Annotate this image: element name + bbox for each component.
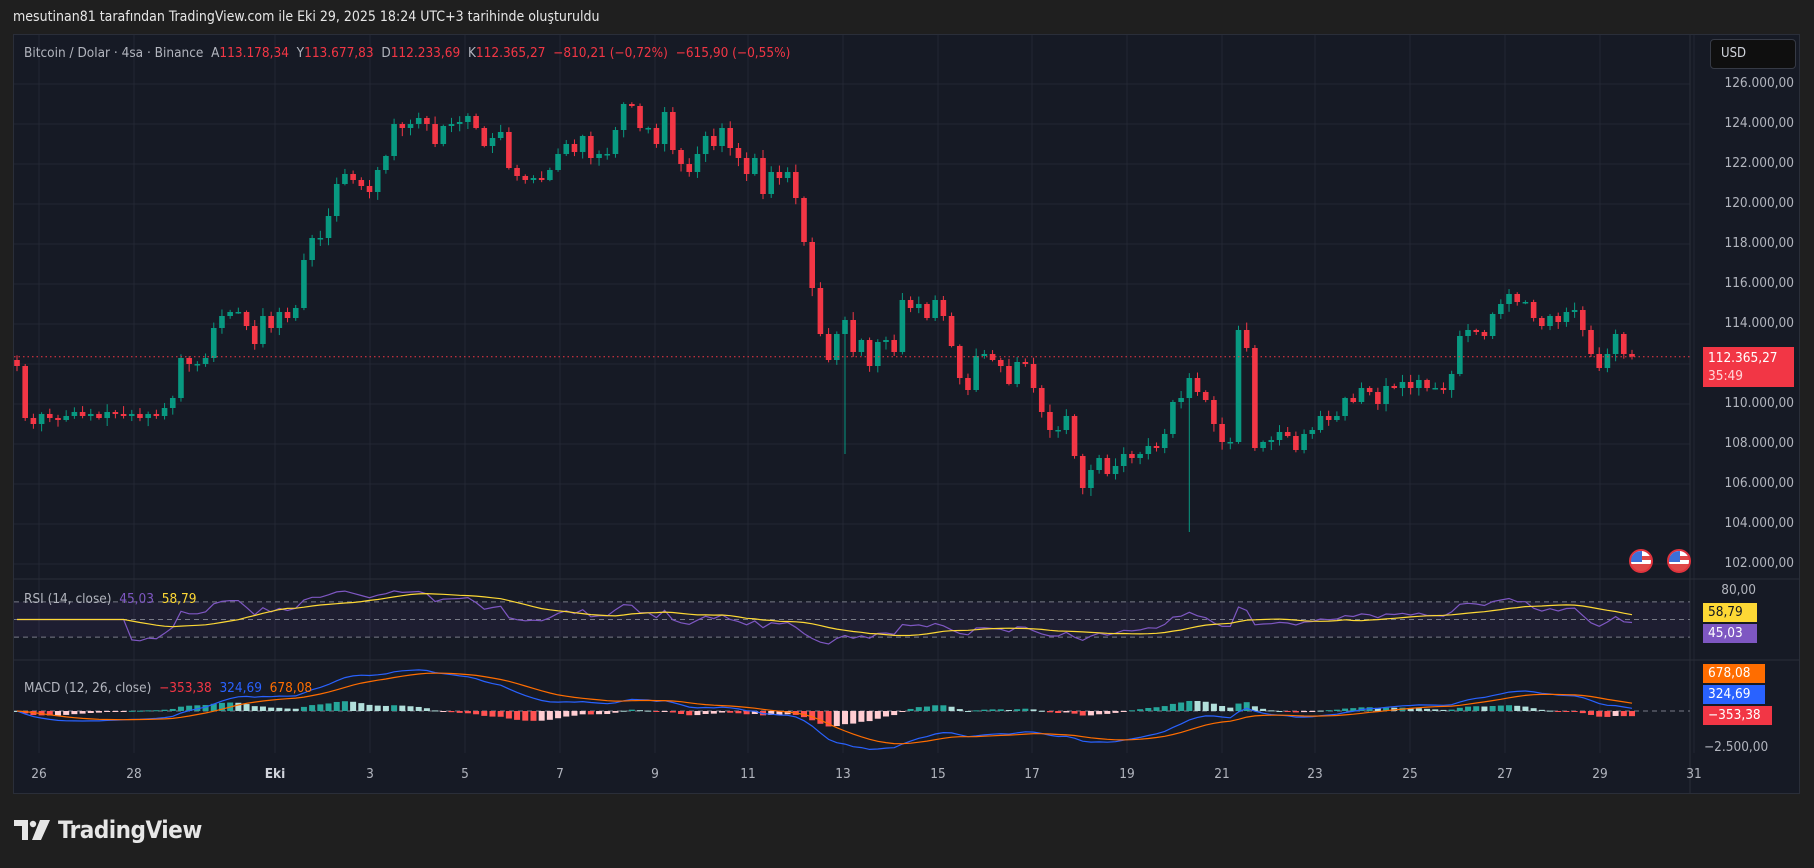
price-axis-label: 118.000,00 xyxy=(1724,235,1794,251)
time-axis-label: 11 xyxy=(740,766,756,782)
change-value-2: −615,90 (−0,55%) xyxy=(675,45,791,61)
time-axis-label: 31 xyxy=(1686,766,1702,782)
price-axis-label: 120.000,00 xyxy=(1724,195,1794,211)
time-axis-label: 5 xyxy=(461,766,469,782)
price-axis-label: 114.000,00 xyxy=(1724,315,1794,331)
rsi-value: 45,03 xyxy=(119,591,154,607)
macd-hist-value: −353,38 xyxy=(159,680,212,696)
us-flag-event-icon[interactable] xyxy=(1667,549,1691,573)
price-axis-label: 126.000,00 xyxy=(1724,75,1794,91)
us-flag-event-icon[interactable] xyxy=(1629,549,1653,573)
low-value: 112.233,69 xyxy=(390,45,461,61)
rsi-ma-value: 58,79 xyxy=(161,591,197,607)
symbol-legend: Bitcoin / Dolar · 4sa · Binance A113.178… xyxy=(24,45,791,61)
time-axis-label: 7 xyxy=(556,766,564,782)
macd-hist-tag: −353,38 xyxy=(1703,706,1772,725)
price-axis-label: 110.000,00 xyxy=(1724,395,1794,411)
time-axis-label: 26 xyxy=(31,766,47,782)
tradingview-logo-icon xyxy=(14,820,50,840)
time-axis-label: 27 xyxy=(1497,766,1513,782)
price-axis-label: 106.000,00 xyxy=(1724,475,1794,491)
time-axis-label: 21 xyxy=(1214,766,1230,782)
macd-value-tag: 324,69 xyxy=(1703,685,1765,704)
rsi-legend: RSI (14, close) 45,03 58,79 xyxy=(24,591,197,607)
time-axis-label: 13 xyxy=(835,766,851,782)
close-value: 112.365,27 xyxy=(475,45,546,61)
price-axis-label: 124.000,00 xyxy=(1724,115,1794,131)
macd-signal-value: 678,08 xyxy=(269,680,313,696)
tradingview-logo[interactable]: TradingView xyxy=(14,816,202,844)
price-axis-label: 104.000,00 xyxy=(1724,515,1794,531)
chart-panel[interactable]: Bitcoin / Dolar · 4sa · Binance A113.178… xyxy=(13,34,1800,794)
time-axis-label: 23 xyxy=(1307,766,1323,782)
time-axis-label: 3 xyxy=(366,766,374,782)
price-axis-label: 116.000,00 xyxy=(1724,275,1794,291)
symbol-title[interactable]: Bitcoin / Dolar · 4sa · Binance xyxy=(24,45,204,61)
macd-signal-tag: 678,08 xyxy=(1703,664,1765,683)
macd-legend: MACD (12, 26, close) −353,38 324,69 678,… xyxy=(24,680,313,696)
currency-button[interactable]: USD xyxy=(1710,39,1796,69)
open-value: 113.178,34 xyxy=(219,45,289,61)
last-price-tag: 112.365,27 35:49 xyxy=(1703,347,1794,387)
high-value: 113.677,83 xyxy=(304,45,374,61)
rsi-axis-80: 80,00 xyxy=(1721,582,1756,598)
time-axis-label: 25 xyxy=(1402,766,1418,782)
price-axis-label: 102.000,00 xyxy=(1724,555,1794,571)
time-axis-label: 15 xyxy=(930,766,946,782)
price-axis-label: 108.000,00 xyxy=(1724,435,1794,451)
time-axis-label: Eki xyxy=(264,766,286,782)
change-value: −810,21 (−0,72%) xyxy=(553,45,668,61)
time-axis-label: 17 xyxy=(1024,766,1040,782)
rsi-ma-tag: 58,79 xyxy=(1703,603,1757,622)
time-axis-label: 29 xyxy=(1592,766,1608,782)
time-axis-label: 19 xyxy=(1119,766,1135,782)
rsi-value-tag: 45,03 xyxy=(1703,624,1757,643)
macd-value: 324,69 xyxy=(219,680,262,696)
time-axis-label: 28 xyxy=(126,766,142,782)
price-axis-label: 122.000,00 xyxy=(1724,155,1794,171)
chart-canvas[interactable] xyxy=(14,35,1799,793)
macd-axis-bottom: −2.500,00 xyxy=(1704,739,1769,755)
time-axis-label: 9 xyxy=(651,766,659,782)
chart-credit: mesutinan81 tarafından TradingView.com i… xyxy=(13,9,600,25)
